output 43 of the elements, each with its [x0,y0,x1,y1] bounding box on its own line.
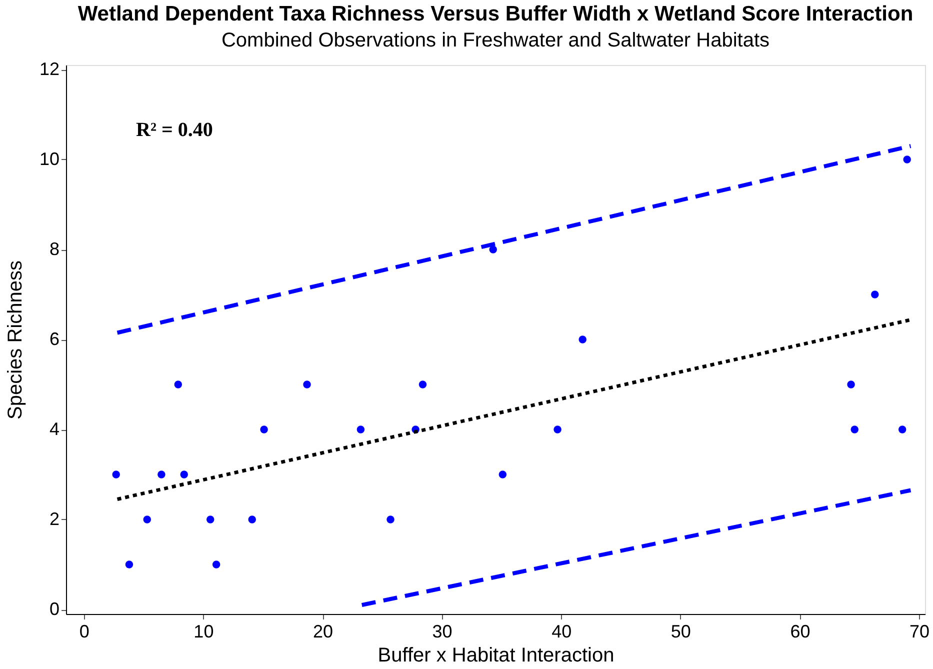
x-axis-title: Buffer x Habitat Interaction [378,644,614,666]
chart-subtitle: Combined Observations in Freshwater and Saltwater Habitats [221,30,770,52]
x-tick-label: 40 [552,622,572,642]
x-tick-label: 70 [910,622,930,642]
point [260,426,268,434]
point [212,560,220,568]
y-axis-title: Species Richness [4,260,26,420]
point [418,380,427,388]
point [112,470,120,478]
x-tick-label: 50 [670,622,691,642]
point [180,470,188,478]
point [303,380,311,388]
x-tick-label: 0 [79,622,90,642]
y-tick-label: 10 [39,149,60,169]
point [850,426,858,434]
point [174,380,182,388]
point [489,246,497,254]
x-tick-label: 20 [312,622,334,642]
y-tick-label: 2 [49,509,60,529]
point [125,560,134,568]
annotation: R² = 0.40 [136,119,213,141]
point [871,290,879,298]
y-tick-label: 12 [39,59,60,79]
point [158,470,166,478]
point [898,426,906,434]
point [143,516,151,524]
point [578,336,586,344]
point [356,426,365,434]
y-tick-label: 6 [49,329,60,349]
point [554,426,562,434]
point [248,516,256,524]
x-tick-label: 10 [194,622,214,642]
point [386,516,394,524]
point [498,470,507,478]
point [903,156,911,164]
point [206,516,214,524]
point [847,380,855,388]
x-tick-label: 60 [790,622,810,642]
y-tick-label: 4 [49,419,60,439]
y-tick-label: 0 [49,599,60,619]
chart-title: Wetland Dependent Taxa Richness Versus Buffer Width x Wetland Score Interaction [78,2,914,26]
y-tick-label: 8 [49,239,60,259]
x-tick-label: 30 [432,622,452,642]
